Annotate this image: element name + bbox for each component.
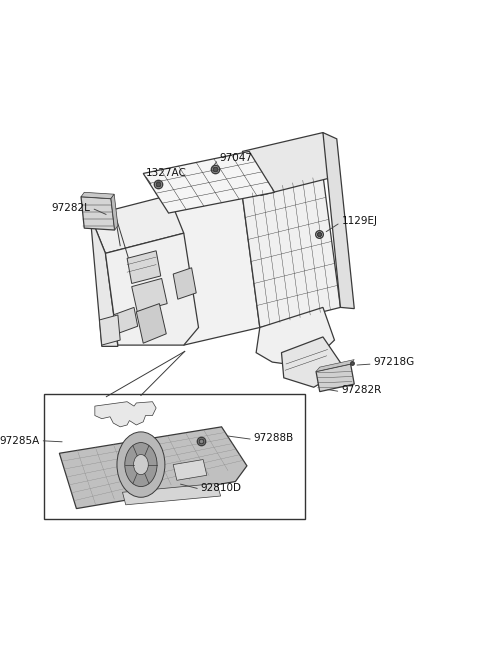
Text: 97218G: 97218G (373, 357, 415, 367)
Text: 97282R: 97282R (341, 385, 382, 396)
Polygon shape (90, 215, 118, 346)
Polygon shape (127, 251, 161, 284)
Text: 97288B: 97288B (254, 432, 294, 443)
Polygon shape (256, 307, 335, 365)
Polygon shape (90, 195, 184, 253)
Polygon shape (122, 483, 221, 505)
Polygon shape (136, 304, 166, 343)
Polygon shape (99, 315, 120, 345)
Polygon shape (323, 132, 354, 309)
Circle shape (133, 455, 148, 475)
Polygon shape (316, 364, 354, 392)
Circle shape (117, 432, 165, 497)
Polygon shape (143, 151, 275, 213)
Polygon shape (81, 193, 114, 198)
Text: 97285A: 97285A (0, 436, 39, 445)
Polygon shape (281, 337, 341, 387)
Bar (44, 394, 304, 519)
Polygon shape (173, 460, 207, 480)
Polygon shape (81, 196, 115, 230)
Text: 97047: 97047 (219, 153, 252, 162)
Text: 97282L: 97282L (51, 203, 90, 213)
Polygon shape (113, 307, 138, 334)
Polygon shape (168, 195, 260, 345)
Polygon shape (60, 427, 247, 508)
Polygon shape (173, 268, 196, 299)
Polygon shape (242, 176, 340, 328)
Text: 1129EJ: 1129EJ (341, 215, 377, 225)
Polygon shape (132, 278, 167, 312)
Polygon shape (242, 132, 340, 195)
Circle shape (125, 443, 157, 487)
Polygon shape (111, 194, 118, 230)
Text: 1327AC: 1327AC (145, 168, 186, 178)
Polygon shape (95, 402, 156, 427)
Polygon shape (316, 360, 354, 371)
Polygon shape (106, 233, 199, 345)
Text: 92810D: 92810D (201, 483, 242, 493)
